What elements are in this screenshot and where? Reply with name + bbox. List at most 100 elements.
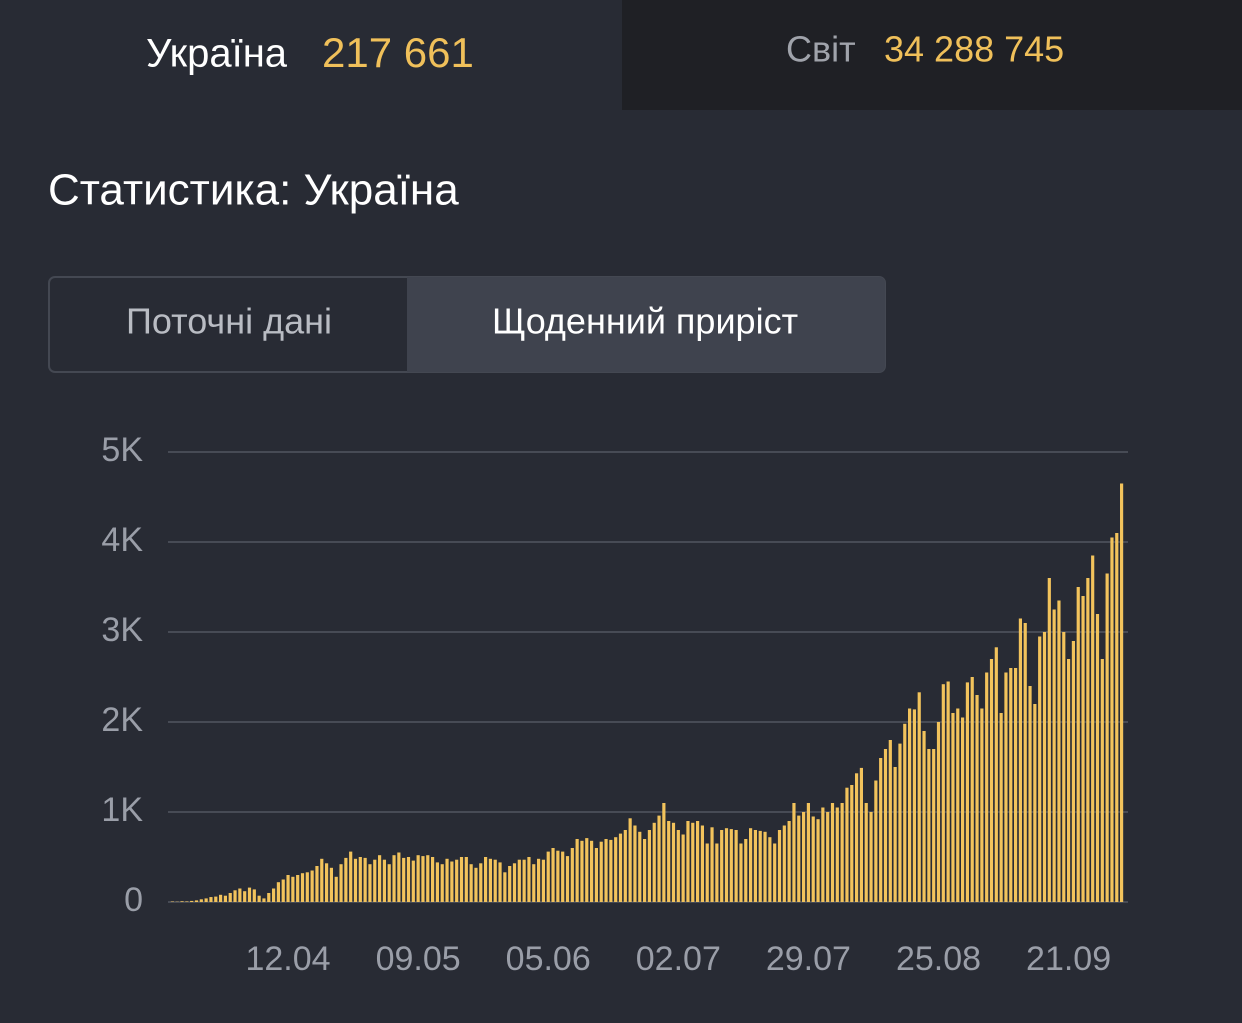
tab-label[interactable]: Україна <box>146 32 288 76</box>
bar <box>893 767 897 902</box>
bar <box>614 837 618 902</box>
bar <box>985 672 989 902</box>
bar <box>980 708 984 902</box>
bar <box>233 890 237 902</box>
x-tick-label: 29.07 <box>766 940 851 978</box>
bar <box>310 870 314 902</box>
bar <box>1110 537 1114 902</box>
tab-label[interactable]: Світ <box>786 29 856 70</box>
bar <box>753 830 757 902</box>
bar <box>565 856 570 902</box>
bar <box>879 758 883 902</box>
bar <box>252 889 256 902</box>
bar <box>281 879 285 902</box>
bar <box>840 803 844 902</box>
bar <box>802 812 806 902</box>
tab-value[interactable]: 217 661 <box>322 29 474 76</box>
bar <box>459 857 464 902</box>
bar <box>951 713 955 902</box>
bar <box>768 837 772 902</box>
segment[interactable]: Щоденний приріст <box>492 301 798 342</box>
bar <box>720 830 724 902</box>
x-tick-label: 25.08 <box>896 940 981 978</box>
bar <box>180 901 184 902</box>
bar <box>671 822 676 902</box>
bar <box>927 749 931 902</box>
bar <box>1105 573 1109 902</box>
bar <box>575 839 579 902</box>
bar <box>445 858 449 902</box>
bar <box>368 864 372 902</box>
bar <box>387 864 391 902</box>
bar <box>590 840 594 902</box>
y-tick-label: 1K <box>101 791 143 829</box>
bar <box>508 866 512 902</box>
bar <box>623 830 627 902</box>
bar <box>190 900 194 902</box>
bar <box>1095 614 1100 902</box>
bar <box>329 867 333 902</box>
bar <box>209 897 213 902</box>
bar <box>344 857 348 902</box>
bar <box>325 863 329 902</box>
tab-value[interactable]: 34 288 745 <box>884 29 1064 70</box>
bar <box>1120 483 1124 902</box>
bar <box>647 830 651 902</box>
bar <box>961 717 965 902</box>
bar <box>223 895 227 902</box>
bar <box>956 708 960 902</box>
segment[interactable]: Поточні дані <box>126 301 332 342</box>
bar <box>1076 587 1080 902</box>
bar <box>773 843 777 902</box>
x-tick-label: 02.07 <box>636 940 721 978</box>
bar <box>378 855 382 902</box>
bar <box>363 857 367 902</box>
bar <box>402 857 406 902</box>
bar <box>1004 672 1008 902</box>
bar <box>758 830 762 902</box>
bar <box>585 838 589 902</box>
bar <box>464 857 468 902</box>
bar <box>643 839 647 902</box>
bar <box>855 773 859 902</box>
bar <box>305 872 309 902</box>
bar <box>522 859 526 902</box>
chart: 0 1K 2K 3K 4K 5K 12.04 09.05 05.06 02.07 29.07 25.0… <box>101 431 1128 978</box>
bar <box>700 825 704 902</box>
heading: Статистика: Україна <box>48 166 459 215</box>
bar <box>696 821 700 902</box>
bar <box>1023 623 1027 902</box>
bar <box>435 862 439 902</box>
bar <box>1042 632 1047 902</box>
bar <box>777 830 782 902</box>
bar <box>739 843 743 902</box>
bar <box>479 863 483 902</box>
bar <box>561 851 565 902</box>
bar <box>792 803 796 902</box>
bar <box>1014 668 1018 902</box>
bar <box>1081 596 1085 902</box>
bar <box>1038 636 1042 902</box>
y-tick-label: 0 <box>124 881 143 919</box>
bar <box>994 647 998 902</box>
x-tick-label: 21.09 <box>1026 940 1111 978</box>
bar <box>440 864 444 902</box>
y-tick-label: 4K <box>101 521 143 559</box>
bar <box>1018 618 1022 902</box>
bar <box>546 851 550 902</box>
bar <box>667 821 671 902</box>
bar <box>320 858 324 902</box>
bar <box>883 749 888 902</box>
bar <box>633 825 637 902</box>
bar <box>493 859 497 902</box>
bar <box>845 787 849 902</box>
bar <box>1091 555 1095 902</box>
bar <box>749 828 753 902</box>
bar <box>243 891 247 902</box>
bar <box>816 819 820 902</box>
bar <box>710 827 714 902</box>
bar <box>257 895 261 902</box>
bar <box>469 864 473 902</box>
bar <box>869 812 873 902</box>
